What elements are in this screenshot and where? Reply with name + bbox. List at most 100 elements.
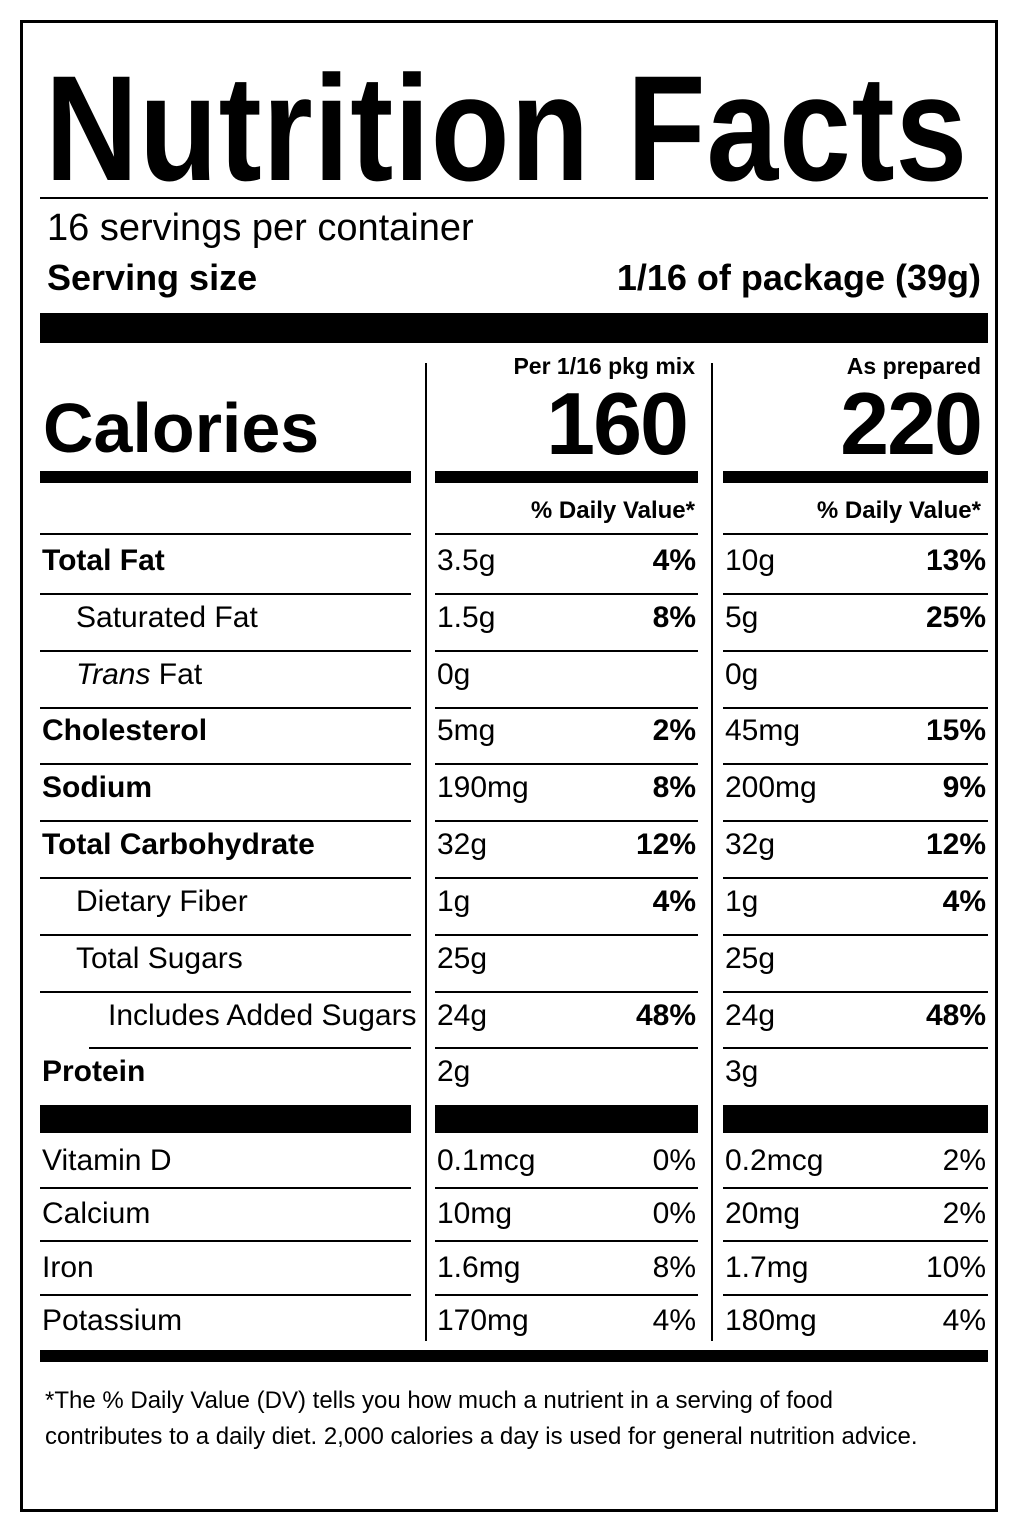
mix-amount: 5mg [437, 714, 496, 747]
mix-amount: 32g [437, 828, 488, 861]
mix-daily-value: 8% [652, 1251, 696, 1284]
nutrient-label: Saturated Fat [76, 601, 258, 634]
daily-value-heading-mix: % Daily Value* [530, 497, 695, 524]
prepared-daily-value: 13% [925, 544, 986, 577]
row-divider [40, 763, 411, 765]
calories-bar-left [40, 471, 411, 483]
mix-daily-value: 0% [652, 1144, 696, 1177]
prepared-daily-value: 48% [925, 999, 986, 1032]
prepared-amount: 24g [725, 999, 776, 1032]
prepared-amount: 25g [725, 942, 776, 975]
label-title: Nutrition Facts [45, 44, 969, 212]
row-divider [723, 877, 988, 879]
prepared-amount: 0.2mcg [725, 1144, 824, 1177]
row-divider [723, 707, 988, 709]
prepared-amount: 180mg [725, 1304, 817, 1337]
row-divider [435, 1240, 698, 1242]
row-divider [723, 1294, 988, 1296]
row-divider [435, 1187, 698, 1189]
calories-bar-right [723, 471, 988, 483]
prepared-daily-value: 4% [942, 1304, 986, 1337]
row-divider [435, 707, 698, 709]
mix-amount: 0g [437, 658, 471, 691]
prepared-daily-value: 12% [925, 828, 986, 861]
nutrient-label: Trans Fat [76, 657, 202, 693]
row-divider [435, 877, 698, 879]
prepared-amount: 1g [725, 885, 759, 918]
row-divider [40, 1240, 411, 1242]
mix-amount: 10mg [437, 1197, 513, 1230]
nutrient-label: Total Carbohydrate [42, 828, 315, 861]
row-divider [435, 533, 698, 535]
prepared-amount: 0g [725, 658, 759, 691]
row-divider [40, 593, 411, 595]
vitamin-bar-left [40, 1105, 411, 1133]
row-divider [435, 1047, 698, 1049]
row-divider [40, 820, 411, 822]
row-divider [723, 593, 988, 595]
row-divider [723, 533, 988, 535]
row-divider [40, 934, 411, 936]
prepared-daily-value: 2% [942, 1144, 986, 1177]
row-divider [435, 763, 698, 765]
calories-bar-mid [435, 471, 698, 483]
nutrient-label: Total Fat [42, 544, 165, 577]
mix-daily-value: 8% [652, 771, 696, 804]
nutrient-label: Dietary Fiber [76, 885, 248, 918]
nutrient-label: Cholesterol [42, 714, 208, 747]
divider-thin [40, 197, 988, 199]
prepared-daily-value: 10% [925, 1251, 986, 1284]
calories-mix-value: 160 [546, 374, 689, 473]
serving-size-value: 1/16 of package (39g) [616, 257, 981, 298]
row-divider [435, 820, 698, 822]
prepared-amount: 3g [725, 1055, 759, 1088]
row-divider [435, 593, 698, 595]
row-divider [40, 877, 411, 879]
row-divider [435, 991, 698, 993]
mix-amount: 2g [437, 1055, 471, 1088]
mix-amount: 24g [437, 999, 488, 1032]
row-divider [723, 991, 988, 993]
vitamin-label: Iron [42, 1251, 94, 1284]
mix-daily-value: 4% [652, 544, 696, 577]
row-divider [435, 934, 698, 936]
prepared-daily-value: 25% [925, 601, 986, 634]
mix-daily-value: 8% [652, 601, 696, 634]
row-divider [89, 1047, 411, 1049]
vitamin-label: Vitamin D [42, 1144, 172, 1177]
vitamin-label: Calcium [42, 1197, 151, 1230]
mix-amount: 1.6mg [437, 1251, 521, 1284]
divider-thick [40, 313, 988, 343]
prepared-amount: 1.7mg [725, 1251, 809, 1284]
prepared-amount: 200mg [725, 771, 817, 804]
mix-daily-value: 2% [652, 714, 696, 747]
mix-amount: 190mg [437, 771, 529, 804]
bottom-thick-bar [40, 1350, 988, 1362]
calories-label: Calories [43, 389, 320, 467]
row-divider [40, 650, 411, 652]
column-heading-prepared: As prepared [846, 353, 981, 379]
row-divider [40, 1187, 411, 1189]
mix-amount: 1g [437, 885, 471, 918]
nutrient-label: Sodium [42, 771, 152, 804]
prepared-daily-value: 9% [942, 771, 986, 804]
prepared-amount: 10g [725, 544, 776, 577]
row-divider [723, 650, 988, 652]
row-divider [435, 650, 698, 652]
prepared-daily-value: 2% [942, 1197, 986, 1230]
prepared-amount: 45mg [725, 714, 801, 747]
row-divider [723, 820, 988, 822]
vitamin-bar-mid [435, 1105, 698, 1133]
daily-value-heading-prepared: % Daily Value* [816, 497, 981, 524]
nutrient-label: Protein [42, 1055, 146, 1088]
column-heading-mix: Per 1/16 pkg mix [513, 353, 695, 379]
mix-amount: 170mg [437, 1304, 529, 1337]
vitamin-bar-right [723, 1105, 988, 1133]
serving-size-label: Serving size [47, 257, 258, 298]
row-divider [40, 533, 411, 535]
row-divider [40, 991, 411, 993]
prepared-amount: 32g [725, 828, 776, 861]
nutrient-label: Includes Added Sugars [108, 999, 417, 1032]
mix-amount: 0.1mcg [437, 1144, 536, 1177]
row-divider [435, 1294, 698, 1296]
